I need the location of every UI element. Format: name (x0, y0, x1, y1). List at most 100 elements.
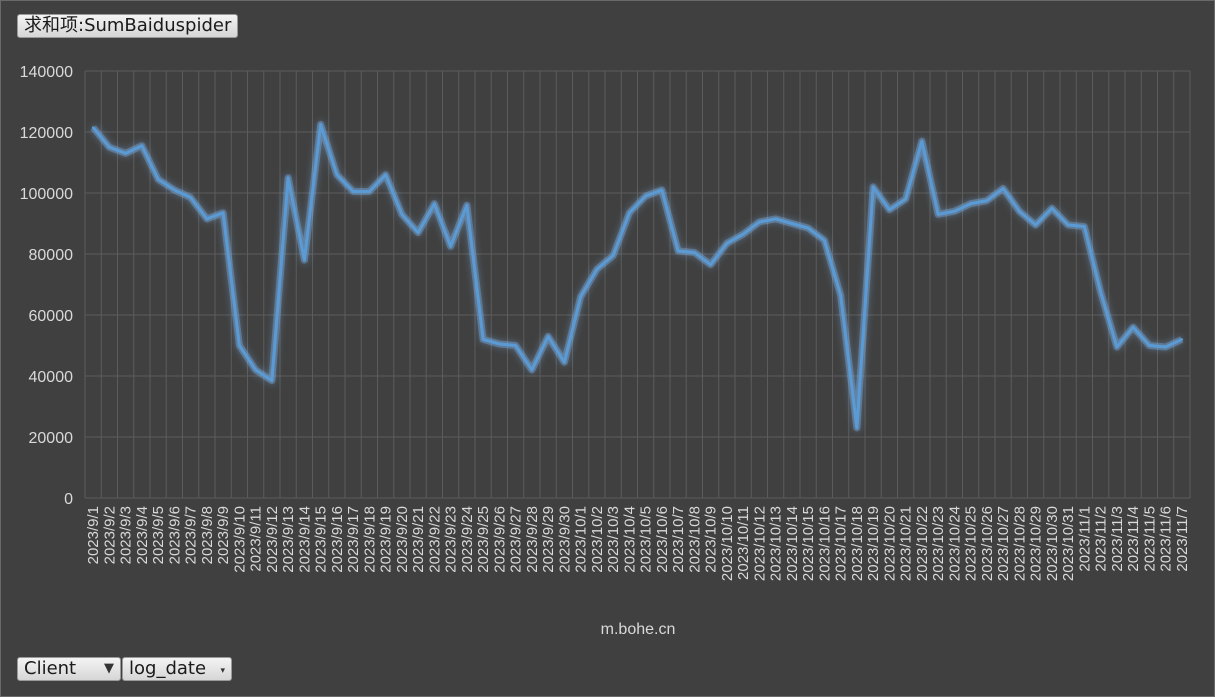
data-point (758, 220, 761, 224)
series-line (91, 122, 1183, 430)
y-tick-label: 100000 (20, 186, 73, 203)
data-point (156, 178, 160, 181)
x-tick-label: 2023/10/9 (703, 506, 720, 573)
x-tick-label: 2023/11/4 (1125, 506, 1142, 572)
data-point (693, 251, 696, 254)
x-tick-label: 2023/10/3 (605, 506, 622, 573)
x-tick-label: 2023/10/11 (735, 506, 752, 580)
x-tick-label: 2023/9/30 (556, 506, 573, 573)
data-point (969, 202, 972, 205)
x-tick-label: 2023/9/26 (491, 506, 508, 573)
data-point (611, 254, 615, 257)
x-tick-label: 2023/9/10 (231, 506, 248, 573)
x-tick-label: 2023/9/18 (361, 506, 378, 573)
data-point (303, 258, 306, 262)
x-tick-label: 2023/9/11 (248, 506, 265, 572)
x-tick-label: 2023/11/3 (1109, 506, 1126, 572)
x-tick-label: 2023/10/14 (784, 506, 801, 581)
data-point (920, 139, 924, 143)
data-point (319, 123, 322, 126)
x-tick-label: 2023/9/16 (329, 506, 346, 573)
x-tick-label: 2023/10/4 (621, 506, 638, 573)
x-tick-label: 2023/10/13 (768, 506, 785, 581)
log-date-filter-button[interactable]: log_date ▾ (122, 657, 232, 681)
data-point (985, 199, 989, 202)
x-tick-label: 2023/9/27 (508, 506, 525, 573)
data-point (563, 361, 566, 364)
x-tick-label: 2023/10/6 (654, 506, 671, 573)
data-point (855, 426, 859, 430)
data-point (1099, 290, 1102, 294)
x-tick-label: 2023/9/6 (166, 506, 183, 564)
data-point (871, 185, 875, 189)
data-point (449, 245, 452, 248)
data-point (774, 217, 777, 221)
x-tick-label: 2023/10/21 (898, 506, 915, 581)
x-tick-label: 2023/10/15 (800, 506, 817, 581)
x-tick-label: 2023/9/5 (150, 506, 167, 564)
x-tick-label: 2023/9/29 (540, 506, 557, 573)
x-tick-label: 2023/11/7 (1174, 506, 1191, 572)
data-point (1180, 338, 1184, 341)
x-tick-label: 2023/9/19 (378, 506, 395, 573)
value-field-button[interactable]: 求和项:SumBaiduspider (17, 14, 239, 38)
x-tick-label: 2023/11/2 (1093, 506, 1110, 572)
data-point (286, 176, 290, 179)
data-point (124, 152, 127, 155)
x-tick-label: 2023/10/31 (1060, 506, 1077, 581)
x-tick-label: 2023/9/21 (410, 506, 427, 573)
data-point (189, 196, 192, 199)
data-point (238, 344, 241, 347)
gridlines (84, 70, 1191, 499)
x-tick-label: 2023/10/22 (914, 506, 931, 581)
client-filter-button[interactable]: Client ▼ (17, 657, 121, 681)
data-point (205, 217, 209, 221)
data-point (725, 242, 729, 245)
filter-icon: ▼ (104, 661, 114, 676)
x-tick-label: 2023/10/12 (751, 506, 768, 581)
x-tick-label: 2023/10/26 (979, 506, 996, 581)
data-point (481, 338, 485, 341)
data-point (1115, 345, 1119, 349)
data-point (530, 368, 534, 372)
x-tick-label: 2023/10/30 (1044, 506, 1061, 581)
data-point (91, 126, 95, 129)
data-point (384, 173, 387, 176)
x-tick-label: 2023/10/7 (670, 506, 687, 573)
data-point (335, 173, 339, 176)
dropdown-arrow-icon: ▾ (220, 666, 225, 676)
data-point (644, 194, 647, 198)
data-point (1083, 225, 1086, 228)
x-tick-label: 2023/9/28 (524, 506, 541, 573)
data-point (1164, 345, 1167, 349)
value-field-label: 求和项:SumBaiduspider (24, 15, 232, 36)
x-tick-label: 2023/9/15 (313, 506, 330, 573)
y-tick-label: 60000 (29, 308, 74, 325)
x-tick-label: 2023/9/23 (443, 506, 460, 573)
data-point (823, 239, 826, 242)
data-point (741, 232, 745, 236)
x-tick-label: 2023/9/12 (264, 506, 281, 573)
x-tick-label: 2023/10/29 (1028, 506, 1045, 581)
data-point (953, 210, 956, 213)
x-tick-label: 2023/10/20 (881, 506, 898, 581)
x-tick-label: 2023/10/18 (849, 506, 866, 581)
data-point (1066, 223, 1070, 227)
x-tick-label: 2023/10/17 (833, 506, 850, 581)
data-point (400, 213, 404, 216)
data-point (433, 202, 436, 205)
x-tick-label: 2023/11/1 (1076, 506, 1093, 572)
x-tick-label: 2023/10/24 (946, 506, 963, 581)
x-tick-label: 2023/10/10 (719, 506, 736, 581)
y-tick-label: 0 (64, 491, 73, 508)
data-point (546, 335, 550, 338)
x-tick-label: 2023/10/1 (573, 506, 590, 573)
data-point (1034, 223, 1037, 227)
x-tick-label: 2023/10/27 (995, 506, 1012, 581)
x-tick-label: 2023/10/8 (686, 506, 703, 573)
data-point (368, 190, 371, 193)
data-point (790, 222, 794, 225)
data-point (660, 188, 664, 192)
data-point (254, 368, 257, 372)
